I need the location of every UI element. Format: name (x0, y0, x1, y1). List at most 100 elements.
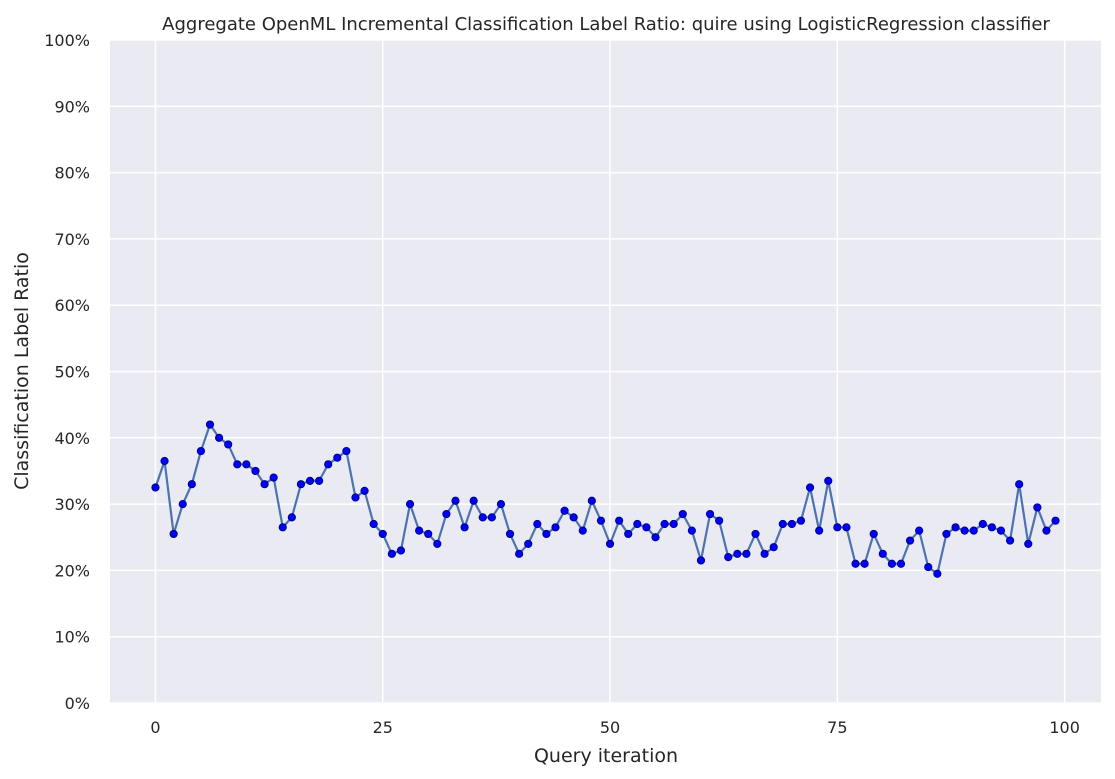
data-point (996, 526, 1006, 535)
data-point (278, 523, 287, 532)
data-point (515, 549, 524, 558)
data-point (396, 546, 406, 555)
data-point (987, 523, 996, 532)
data-point (933, 569, 942, 578)
data-point (751, 529, 760, 539)
data-point (342, 446, 351, 456)
data-point (1015, 480, 1024, 489)
data-point (942, 529, 951, 539)
data-point (487, 513, 496, 522)
data-point (533, 519, 542, 529)
data-point (978, 519, 987, 529)
data-point (760, 549, 769, 558)
data-point (633, 519, 642, 529)
data-point (369, 519, 378, 529)
data-point (796, 516, 806, 525)
data-point (469, 496, 478, 505)
data-point (160, 456, 169, 466)
data-point (951, 523, 960, 532)
data-point (378, 529, 387, 539)
data-point (742, 549, 751, 558)
data-point (960, 526, 969, 535)
data-point (969, 526, 978, 535)
data-point (496, 500, 506, 509)
data-point (360, 486, 369, 495)
data-point (260, 480, 269, 489)
data-point (269, 473, 278, 482)
data-point (196, 446, 206, 456)
data-point (333, 453, 342, 462)
data-point (387, 549, 396, 558)
series-line (154, 422, 1057, 576)
data-point (815, 526, 824, 535)
x-tick-label: 25 (373, 718, 393, 737)
data-point (242, 460, 251, 469)
data-point (769, 543, 778, 552)
y-tick-label: 50% (54, 363, 90, 382)
y-tick-label: 90% (54, 97, 90, 116)
data-point (705, 509, 715, 519)
data-point (405, 500, 415, 509)
y-tick-label: 60% (54, 296, 90, 315)
y-tick-label: 70% (54, 230, 90, 249)
y-tick-label: 100% (44, 31, 90, 50)
data-point (451, 496, 460, 505)
data-point (905, 536, 915, 545)
data-point (215, 433, 224, 442)
data-point (833, 523, 842, 532)
data-point (351, 493, 360, 502)
data-point (842, 523, 851, 532)
data-point (233, 460, 242, 469)
data-point (733, 549, 742, 558)
y-tick-label: 80% (54, 164, 90, 183)
data-point (724, 553, 733, 562)
data-point (1033, 503, 1042, 512)
data-point (169, 529, 178, 539)
data-point (642, 523, 651, 532)
data-point (924, 562, 933, 572)
y-tick-label: 0% (65, 694, 90, 713)
data-point (305, 476, 315, 485)
y-tick-labels: 0% 10% 20% 30% 40% 50% 60% 70% 80% 90% 100% (44, 31, 90, 713)
data-point (787, 519, 796, 529)
data-point (505, 529, 515, 539)
series-markers (151, 420, 1060, 578)
data-point (824, 476, 833, 485)
data-point (860, 559, 869, 568)
data-point (887, 559, 896, 568)
data-point (187, 480, 196, 489)
data-point (696, 556, 706, 565)
data-point (1042, 526, 1051, 535)
data-point (551, 523, 560, 532)
y-grid (110, 39, 1101, 704)
data-point (605, 539, 615, 548)
x-axis-label: Query iteration (534, 745, 678, 767)
data-point (915, 526, 924, 535)
x-tick-label: 0 (150, 718, 160, 737)
x-tick-label: 100 (1049, 718, 1080, 737)
data-point (542, 529, 551, 539)
data-point (587, 496, 596, 505)
y-axis-label: Classification Label Ratio (11, 252, 33, 490)
data-point (715, 516, 724, 525)
data-point (878, 549, 887, 558)
data-point (524, 539, 533, 548)
data-point (669, 519, 678, 529)
data-point (660, 519, 669, 529)
data-point (569, 513, 578, 522)
data-point (315, 476, 324, 485)
data-point (324, 460, 333, 469)
data-point (415, 526, 424, 535)
data-point (1051, 516, 1060, 525)
data-point (478, 513, 487, 522)
data-point (251, 466, 260, 476)
y-tick-label: 40% (54, 429, 90, 448)
x-tick-label: 75 (827, 718, 847, 737)
data-point (178, 500, 187, 509)
data-point (651, 533, 660, 542)
data-point (805, 483, 815, 492)
data-point (1005, 536, 1015, 545)
data-point (151, 483, 160, 492)
data-point (224, 440, 233, 449)
